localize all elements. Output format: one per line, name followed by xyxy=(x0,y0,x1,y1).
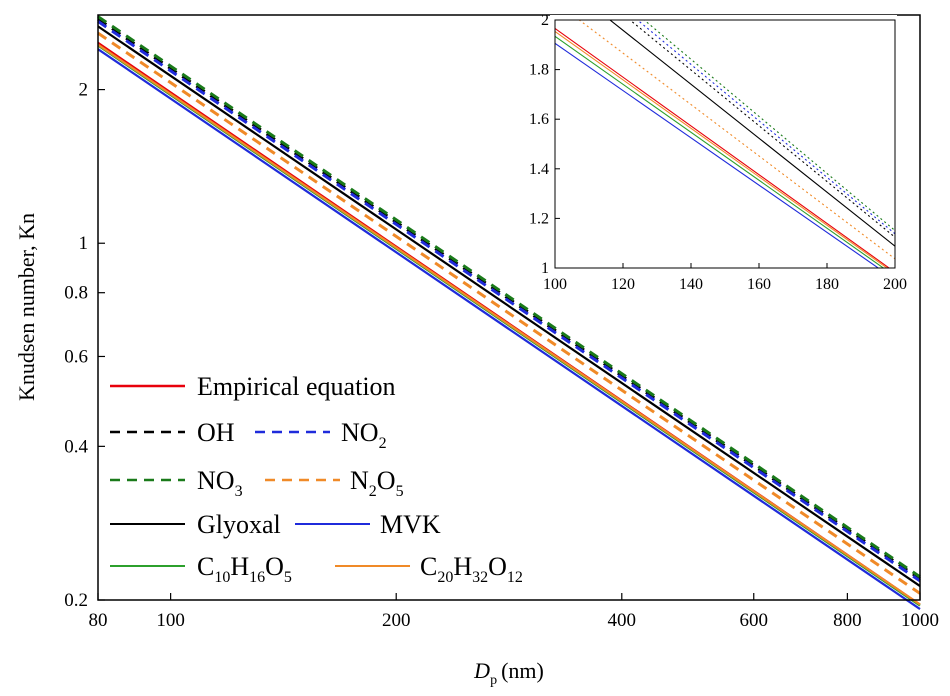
legend-label-n2o5-o-sub: 5 xyxy=(396,483,404,500)
inset-y-tick-label: 1 xyxy=(541,260,549,277)
x-tick-label: 1000 xyxy=(901,610,939,631)
legend-label-glyoxal: Glyoxal xyxy=(197,510,281,539)
inset-x-tick-label: 180 xyxy=(815,276,839,293)
legend-label-no2: NO2 xyxy=(341,418,387,452)
inset-series-line-no3 xyxy=(643,20,895,231)
x-tick-label: 400 xyxy=(608,610,637,631)
inset-series-line-no2 xyxy=(636,20,895,235)
inset-y-tick-label: 1.6 xyxy=(529,111,549,128)
inset-series-clip xyxy=(555,20,895,268)
legend-label-c10h16o5-c: C xyxy=(197,552,214,581)
legend-label-c20h32o12: C20H32O12 xyxy=(420,552,523,586)
legend-label-c10h16o5-o-sub: 5 xyxy=(284,569,292,586)
x-tick-label: 600 xyxy=(740,610,769,631)
series-line-c20h32o12 xyxy=(97,43,921,606)
legend-label-no3-sub: 3 xyxy=(235,483,243,500)
x-tick-label: 80 xyxy=(89,610,108,631)
legend-label-c10h16o5-c-sub: 10 xyxy=(214,569,230,586)
series-line-oh xyxy=(97,17,921,581)
legend-label-c10h16o5-h: H xyxy=(230,552,249,581)
series-line-n2o5 xyxy=(97,31,921,595)
legend-label-n2o5-o: O xyxy=(377,466,396,495)
x-tick-label: 800 xyxy=(833,610,862,631)
inset-series-line-c20h32o12 xyxy=(555,30,888,268)
main-series-group xyxy=(97,15,921,610)
series-line-no2 xyxy=(97,20,921,583)
y-tick-label: 0.2 xyxy=(64,590,88,611)
legend-label-n2o5-n: N xyxy=(350,466,369,495)
inset-series-line-oh xyxy=(629,20,895,238)
legend-label-c20h32o12-o-sub: 12 xyxy=(507,569,523,586)
y-tick-label: 0.4 xyxy=(64,436,88,457)
inset-y-tick-label: 1.8 xyxy=(529,62,549,79)
legend-label-no2-base: NO xyxy=(341,418,379,447)
x-axis-label-subscript: p xyxy=(490,673,497,688)
inset-x-tick-label: 120 xyxy=(611,276,635,293)
legend-label-mvk: MVK xyxy=(380,510,441,539)
inset-y-tick-label: 1.4 xyxy=(529,161,549,178)
inset-plot-frame xyxy=(554,19,896,269)
inset-series-group xyxy=(555,20,895,268)
inset-y-tick-label: 1.2 xyxy=(529,210,549,227)
series-line-glyoxal xyxy=(97,25,921,587)
inset-series-line-empirical-equation xyxy=(555,27,891,268)
legend-label-oh: OH xyxy=(197,418,235,447)
legend-label-c20h32o12-h: H xyxy=(453,552,472,581)
inset-background xyxy=(550,15,897,268)
legend: Empirical equation OH NO2 NO3 N2O5 Glyox… xyxy=(110,372,523,586)
y-axis-label: Knudsen number, Kn xyxy=(14,213,39,401)
legend-label-c10h16o5-o: O xyxy=(265,552,284,581)
inset-series-line-n2o5 xyxy=(578,20,895,260)
y-tick-label: 2 xyxy=(79,80,89,101)
x-axis-label-symbol: D xyxy=(473,658,490,683)
inset-x-tick-label: 160 xyxy=(747,276,771,293)
legend-label-n2o5: N2O5 xyxy=(350,466,404,500)
legend-label-no3: NO3 xyxy=(197,466,243,500)
legend-label-no2-sub: 2 xyxy=(379,435,387,452)
inset-tick-group: 100 120 140 160 180 200 1 1.2 1.4 1.6 1.8 2 xyxy=(529,12,907,293)
inset-series-line-c10h16o5 xyxy=(555,35,885,268)
inset-y-tick-label: 2 xyxy=(541,12,549,29)
legend-label-c10h16o5-h-sub: 16 xyxy=(249,569,265,586)
main-plot-frame xyxy=(97,14,921,601)
inset-x-tick-label: 200 xyxy=(883,276,907,293)
legend-label-c20h32o12-c-sub: 20 xyxy=(437,569,453,586)
inset-series-line-mvk xyxy=(555,42,880,268)
x-tick-label: 100 xyxy=(156,610,185,631)
legend-label-c20h32o12-h-sub: 32 xyxy=(472,569,488,586)
legend-label-c20h32o12-c: C xyxy=(420,552,437,581)
y-tick-label: 0.8 xyxy=(64,283,88,304)
legend-label-n2o5-n-sub: 2 xyxy=(369,483,377,500)
inset-x-tick-label: 140 xyxy=(679,276,703,293)
inset-series-line-glyoxal xyxy=(609,20,895,247)
legend-label-c10h16o5: C10H16O5 xyxy=(197,552,292,586)
legend-label-c20h32o12-o: O xyxy=(488,552,507,581)
x-axis-label-unit: (nm) xyxy=(501,658,544,683)
y-tick-label: 0.6 xyxy=(64,346,88,367)
legend-label-no3-base: NO xyxy=(197,466,235,495)
x-axis-label: Dp (nm) xyxy=(473,658,544,688)
series-line-no3 xyxy=(97,15,921,579)
inset-x-tick-label: 100 xyxy=(543,276,567,293)
series-line-mvk xyxy=(97,48,921,610)
y-tick-label: 1 xyxy=(79,233,89,254)
legend-label-empirical-equation: Empirical equation xyxy=(197,372,396,401)
x-tick-label: 200 xyxy=(382,610,411,631)
